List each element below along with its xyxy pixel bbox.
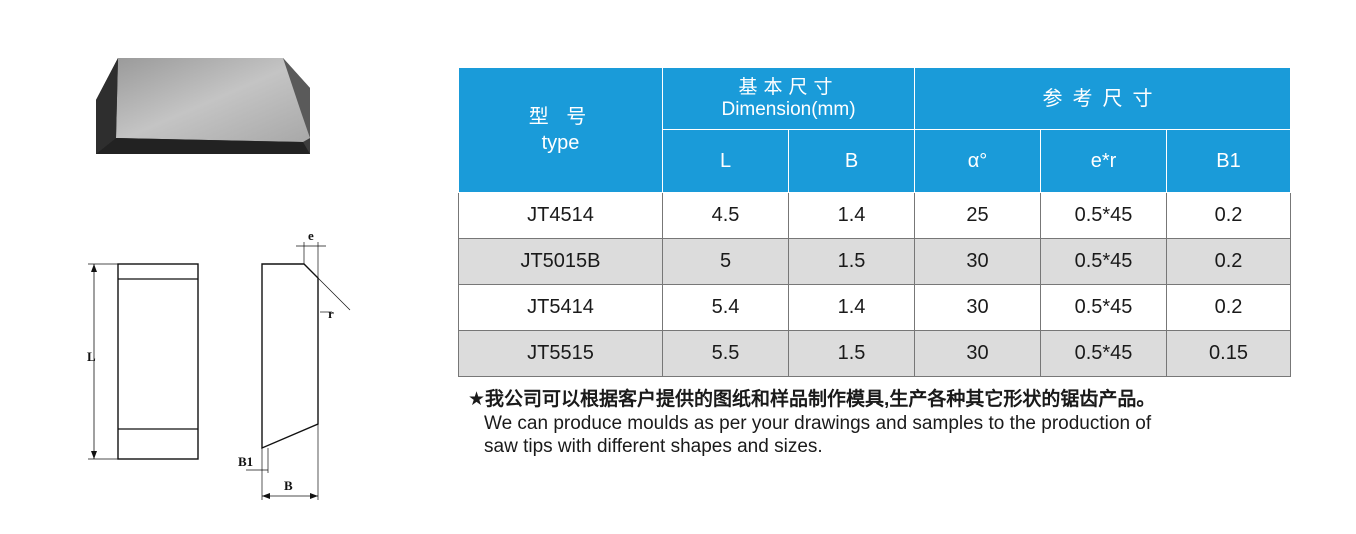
cell-er: 0.5*45 xyxy=(1040,284,1168,331)
r-dimension-label: r xyxy=(328,306,334,321)
length-dimension-label: L xyxy=(87,349,96,364)
cell-type: JT5414 xyxy=(458,284,663,331)
note-english-line-1: We can produce moulds as per your drawin… xyxy=(484,413,1152,434)
cell-b1: 0.2 xyxy=(1166,284,1292,331)
front-view-drawing: L xyxy=(87,263,199,460)
reference-group-header: 参考尺寸 xyxy=(914,67,1292,130)
note-english-line-2: saw tips with different shapes and sizes… xyxy=(484,436,823,457)
note-chinese: ★我公司可以根据客户提供的图纸和样品制作模具,生产各种其它形状的锯齿产品。 xyxy=(468,389,1156,410)
table-row: JT4514 4.5 1.4 25 0.5*45 0.2 xyxy=(458,192,1292,239)
cell-alpha: 30 xyxy=(914,284,1042,331)
table-row: JT5515 5.5 1.5 30 0.5*45 0.15 xyxy=(458,330,1292,377)
cell-b1: 0.2 xyxy=(1166,238,1292,285)
col-header-alpha: α° xyxy=(914,129,1042,193)
spec-table: 型 号 type 基本尺寸 Dimension(mm) 参考尺寸 L B α° … xyxy=(458,67,1292,377)
b-dimension-label: B xyxy=(284,478,293,493)
col-header-b1: B1 xyxy=(1166,129,1292,193)
cell-l: 4.5 xyxy=(662,192,789,239)
cell-alpha: 25 xyxy=(914,192,1042,239)
cell-alpha: 30 xyxy=(914,238,1042,285)
cell-type: JT4514 xyxy=(458,192,663,239)
cell-b: 1.4 xyxy=(787,192,916,239)
cell-er: 0.5*45 xyxy=(1040,192,1168,239)
col-header-b: B xyxy=(787,129,916,193)
cell-b1: 0.15 xyxy=(1166,330,1292,377)
cell-b: 1.5 xyxy=(787,238,916,285)
col-header-er: e*r xyxy=(1040,129,1168,193)
cell-type: JT5515 xyxy=(458,330,663,377)
type-column-header: 型 号 type xyxy=(458,67,663,193)
saw-tip-product-image xyxy=(96,58,310,154)
cell-l: 5 xyxy=(662,238,789,285)
cell-l: 5.4 xyxy=(662,284,789,331)
cell-er: 0.5*45 xyxy=(1040,238,1168,285)
dimension-header-en: Dimension(mm) xyxy=(721,98,856,120)
cell-alpha: 30 xyxy=(914,330,1042,377)
side-view-drawing: e r B B1 xyxy=(238,228,351,500)
col-header-l: L xyxy=(662,129,789,193)
table-row: JT5414 5.4 1.4 30 0.5*45 0.2 xyxy=(458,284,1292,331)
cell-l: 5.5 xyxy=(662,330,789,377)
dimension-header-cn: 基本尺寸 xyxy=(738,76,839,98)
dimension-group-header: 基本尺寸 Dimension(mm) xyxy=(661,67,916,130)
b1-dimension-label: B1 xyxy=(238,454,253,469)
cell-b1: 0.2 xyxy=(1166,192,1292,239)
cell-b: 1.5 xyxy=(787,330,916,377)
type-header-en: type xyxy=(541,132,580,154)
cell-type: JT5015B xyxy=(458,238,663,285)
type-header-cn: 型 号 xyxy=(528,106,593,128)
table-row: JT5015B 5 1.5 30 0.5*45 0.2 xyxy=(458,238,1292,285)
cell-er: 0.5*45 xyxy=(1040,330,1168,377)
cell-b: 1.4 xyxy=(787,284,916,331)
e-dimension-label: e xyxy=(308,228,314,243)
custom-production-note: ★我公司可以根据客户提供的图纸和样品制作模具,生产各种其它形状的锯齿产品。 We… xyxy=(468,388,1348,458)
